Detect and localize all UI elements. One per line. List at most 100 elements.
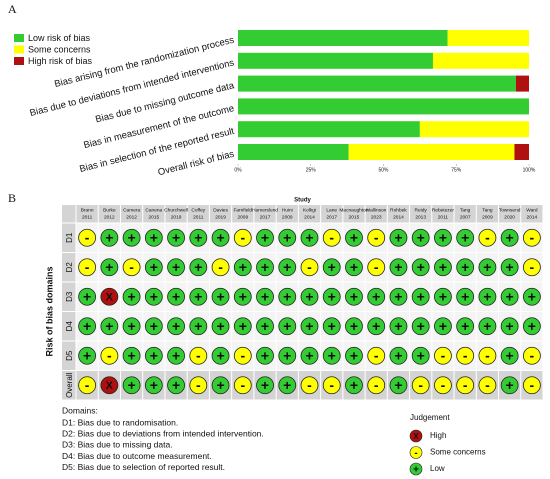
judgement-circle [322, 346, 341, 365]
bar-segment [238, 30, 448, 46]
judgement-circle [122, 258, 141, 277]
judgement-symbol: - [85, 229, 90, 245]
judgement-circle [78, 228, 97, 247]
judgement-symbol: + [328, 347, 336, 363]
judgement-symbol: + [528, 318, 536, 334]
judgement-circle [367, 287, 386, 306]
study-name: Hamerslund [252, 207, 278, 213]
judgement-circle [144, 346, 163, 365]
study-year: 2015 [148, 214, 159, 220]
study-year: 2011 [82, 214, 93, 220]
judgement-circle [434, 287, 452, 306]
judgement-circle [122, 376, 141, 395]
judgement-symbol: + [283, 377, 291, 393]
judgement-circle [522, 346, 541, 365]
judgement-symbol: - [374, 347, 379, 363]
judgement-symbol: + [150, 347, 158, 363]
judgement-symbol: - [530, 259, 535, 275]
judgement-circle [144, 258, 163, 277]
judgement-circle [167, 287, 185, 306]
judgement-symbol: + [283, 347, 291, 363]
judgement-circle [167, 228, 185, 247]
judgement-circle [300, 228, 319, 247]
judgement-circle [300, 258, 319, 277]
judgement-circle [211, 258, 230, 277]
judgement-symbol: + [172, 347, 180, 363]
judgement-symbol: + [105, 318, 113, 334]
judgement-symbol: + [128, 318, 136, 334]
judgement-symbol: + [417, 288, 425, 304]
judgement-circle [278, 317, 297, 336]
judgement-symbol: + [328, 318, 336, 334]
judgement-circle [500, 287, 519, 306]
judgement-circle [100, 258, 119, 277]
judgement-circle [278, 258, 297, 277]
judgement-symbol: + [394, 259, 402, 275]
judgement-circle [389, 287, 408, 306]
judgement-symbol: - [240, 229, 245, 245]
judgement-circle [100, 287, 119, 306]
judgement-symbol: + [305, 347, 313, 363]
judgement-circle [78, 346, 97, 365]
judgement-circle [389, 228, 408, 247]
judgement-circle [456, 287, 475, 306]
judgement-circle [322, 258, 341, 277]
judgement-symbol: + [350, 288, 358, 304]
judgement-circle [278, 346, 297, 365]
x-tick-label: 75% [451, 167, 462, 173]
judgement-symbol: - [240, 347, 245, 363]
judgement-circle [322, 287, 341, 306]
judgement-circle [478, 376, 497, 395]
judgement-symbol: + [394, 377, 402, 393]
judgement-symbol: - [485, 347, 490, 363]
judgement-circle [367, 376, 386, 395]
judgement-circle [367, 317, 386, 336]
judgement-symbol: + [83, 288, 91, 304]
judgement-symbol: + [128, 288, 136, 304]
judgement-symbol: - [374, 259, 379, 275]
judgement-circle [189, 287, 208, 306]
judgement-symbol: + [439, 318, 447, 334]
judgement-circle [322, 376, 341, 395]
bar-segment [238, 75, 516, 92]
judgement-symbol: - [530, 229, 535, 245]
judgement-symbol: + [305, 288, 313, 304]
bar-segment [419, 121, 529, 138]
judgement-circle [345, 287, 363, 306]
judgement-symbol: + [350, 318, 358, 334]
legend-label: Low [430, 464, 445, 473]
judgement-circle [122, 346, 141, 365]
judgement-symbol: + [506, 318, 514, 334]
judgement-symbol: + [83, 347, 91, 363]
judgement-circle [78, 376, 97, 395]
judgement-symbol: - [485, 229, 490, 245]
study-name: Lane [326, 207, 337, 213]
judgement-circle [211, 317, 230, 336]
judgement-circle [189, 317, 208, 336]
study-name: Coffey [191, 207, 205, 213]
study-name: Mallinson [366, 207, 387, 213]
legend-symbol: X [413, 432, 419, 441]
x-tick-label: 25% [306, 167, 317, 173]
judgement-symbol: + [216, 229, 224, 245]
judgement-symbol: + [105, 229, 113, 245]
judgement-circle [233, 228, 252, 247]
judgement-circle [122, 287, 141, 306]
judgement-circle [456, 346, 475, 365]
judgement-circle [300, 287, 319, 306]
judgement-circle [522, 228, 541, 247]
judgement-circle [100, 376, 119, 395]
judgement-symbol: + [150, 318, 158, 334]
judgement-circle [522, 317, 541, 336]
domain-text: D3: Bias due to missing data. [62, 440, 173, 450]
judgement-symbol: - [196, 377, 201, 393]
judgement-circle [500, 228, 519, 247]
judgement-circle [500, 258, 519, 277]
judgement-symbol: + [350, 347, 358, 363]
study-name: Reidy [415, 207, 428, 213]
y-axis-title: Risk of bias domains [44, 266, 54, 356]
judgement-circle [167, 258, 185, 277]
judgement-symbol: + [194, 229, 202, 245]
judgement-symbol: + [150, 259, 158, 275]
judgement-circle [389, 258, 408, 277]
